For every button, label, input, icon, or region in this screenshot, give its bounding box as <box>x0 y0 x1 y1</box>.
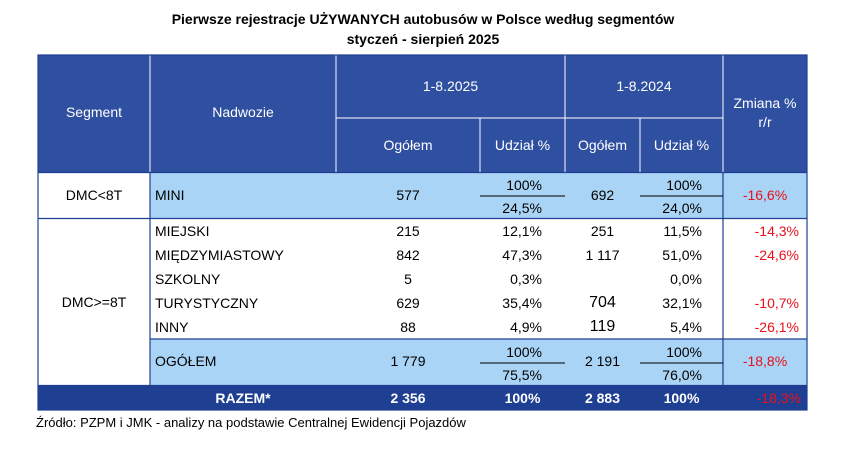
header-ogolem-2025: Ogółem <box>383 137 433 153</box>
row-share-2025: 0,3% <box>510 271 542 287</box>
row-razem-label: RAZEM* <box>215 390 271 406</box>
row-2025: 215 <box>396 223 420 239</box>
table-subtitle: styczeń - sierpień 2025 <box>346 31 500 47</box>
row-ogolem-share-2025-top: 100% <box>506 344 542 360</box>
row-name: SZKOLNY <box>155 271 221 287</box>
row-ogolem-share-2024-bottom: 76,0% <box>662 367 702 383</box>
row-razem-2025: 2 356 <box>390 390 426 406</box>
row-razem-share-2025: 100% <box>504 390 541 406</box>
row-ogolem-2024: 2 191 <box>584 353 621 369</box>
source-note: Źródło: PZPM i JMK - analizy na podstawi… <box>36 415 466 430</box>
header-ogolem-2024: Ogółem <box>577 137 628 153</box>
row-share-2025: 4,9% <box>510 319 542 335</box>
row-share-2024: 51,0% <box>662 247 702 263</box>
row-razem-share-2024: 100% <box>663 390 700 406</box>
row-change: -24,6% <box>754 247 799 263</box>
row-mini-2024: 692 <box>590 187 615 203</box>
row-change: -14,3% <box>754 223 799 239</box>
row-mini-share-2025-top: 100% <box>506 177 542 193</box>
row-share-2025: 35,4% <box>502 295 542 311</box>
row-mini-share-2024-top: 100% <box>666 177 702 193</box>
row-mini-name: MINI <box>155 187 185 203</box>
segment-dmc-lt-8t: DMC<8T <box>65 187 123 203</box>
row-ogolem-change: -18,8% <box>742 353 788 369</box>
row-mini-change: -16,6% <box>742 187 788 203</box>
header-zmiana: Zmiana % r/r <box>733 95 797 130</box>
row-ogolem-2025: 1 779 <box>390 353 426 369</box>
row-name: MIĘDZYMIASTOWY <box>155 247 284 263</box>
row-2025: 5 <box>404 271 412 287</box>
header-period-2025: 1-8.2025 <box>422 78 479 94</box>
row-2024: 704 <box>589 294 616 311</box>
header-udzial-2025: Udział % <box>494 137 551 153</box>
header-udzial-2024: Udział % <box>653 137 710 153</box>
row-2024: 251 <box>590 223 615 239</box>
row-mini-share-2024-bottom: 24,0% <box>662 200 702 216</box>
row-change: -10,7% <box>754 295 799 311</box>
row-share-2025: 47,3% <box>502 247 542 263</box>
header-period-2024: 1-8.2024 <box>616 78 672 94</box>
row-share-2024: 11,5% <box>663 223 702 239</box>
row-name: MIEJSKI <box>155 223 210 239</box>
row-razem-2024: 2 883 <box>584 390 621 406</box>
row-2024: 119 <box>589 318 616 335</box>
row-share-2025: 12,1% <box>502 223 542 239</box>
row-mini-share-2025-bottom: 24,5% <box>502 200 542 216</box>
header-segment: Segment <box>65 104 123 120</box>
row-2025: 88 <box>400 319 416 335</box>
row-2025: 629 <box>396 295 420 311</box>
row-name: TURYSTYCZNY <box>155 295 259 311</box>
header-nadwozie: Nadwozie <box>212 104 274 120</box>
row-2025: 842 <box>396 247 420 263</box>
row-share-2024: 32,1% <box>662 295 702 311</box>
row-change: -26,1% <box>754 319 799 335</box>
segment-dmc-ge-8t: DMC>=8T <box>61 294 127 310</box>
row-ogolem-name: OGÓŁEM <box>155 353 217 369</box>
row-ogolem-share-2024-top: 100% <box>666 344 702 360</box>
row-share-2024: 5,4% <box>670 319 702 335</box>
table-title: Pierwsze rejestracje UŻYWANYCH autobusów… <box>171 11 675 27</box>
row-mini-2025: 577 <box>396 187 420 203</box>
row-ogolem-share-2025-bottom: 75,5% <box>502 367 542 383</box>
row-name: INNY <box>155 319 189 335</box>
row-2024: 1 117 <box>585 247 620 263</box>
row-razem-change: -18,3% <box>756 390 801 406</box>
row-share-2024: 0,0% <box>670 271 702 287</box>
